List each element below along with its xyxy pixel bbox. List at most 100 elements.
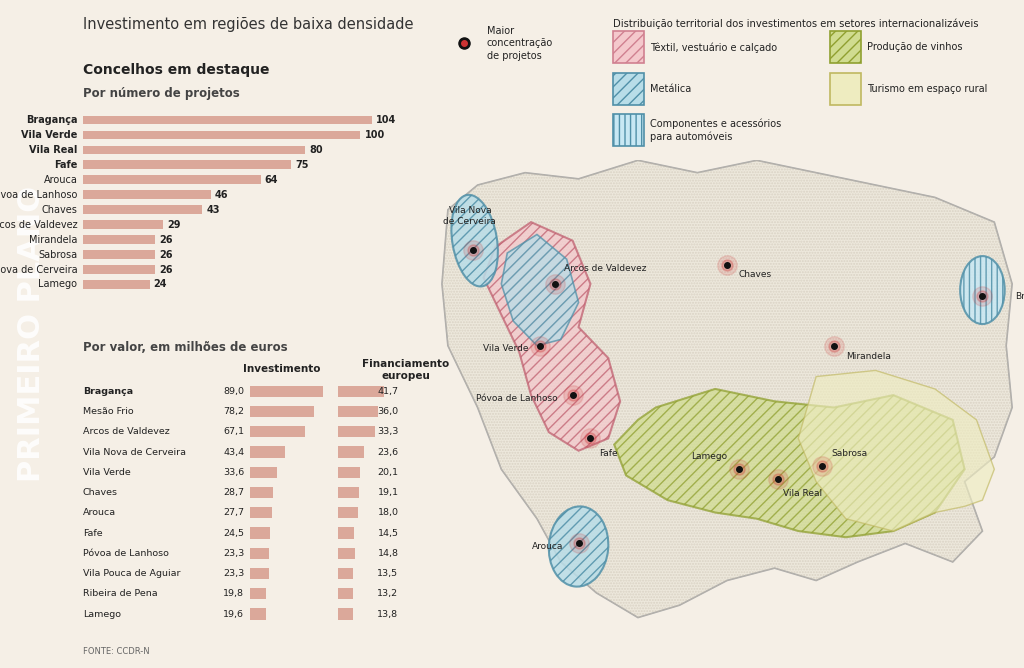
Ellipse shape bbox=[549, 506, 608, 587]
Polygon shape bbox=[483, 222, 621, 451]
Text: Vila Real: Vila Real bbox=[783, 490, 822, 498]
Text: 19,8: 19,8 bbox=[223, 589, 245, 599]
Bar bbox=[83, 281, 150, 289]
Text: Sabrosa: Sabrosa bbox=[831, 450, 867, 458]
Text: 26: 26 bbox=[160, 250, 173, 259]
Text: Lamego: Lamego bbox=[691, 452, 727, 462]
Text: Lamego: Lamego bbox=[83, 609, 121, 619]
Bar bbox=[83, 250, 155, 259]
Text: Vila Real: Vila Real bbox=[29, 145, 78, 154]
Text: Investimento em regiões de baixa densidade: Investimento em regiões de baixa densida… bbox=[83, 17, 414, 31]
Text: Arcos de Valdevez: Arcos de Valdevez bbox=[0, 220, 78, 230]
Text: Chaves: Chaves bbox=[83, 488, 118, 497]
Text: 23,3: 23,3 bbox=[223, 549, 245, 558]
Bar bbox=[612, 114, 644, 146]
Text: Mirandela: Mirandela bbox=[846, 352, 891, 361]
Text: Arouca: Arouca bbox=[532, 542, 563, 551]
Text: 13,2: 13,2 bbox=[378, 589, 398, 599]
Text: 75: 75 bbox=[295, 160, 308, 170]
Bar bbox=[250, 609, 265, 620]
Text: 33,3: 33,3 bbox=[377, 428, 398, 436]
Text: Distribuição territorial dos investimentos em setores internacionalizáveis: Distribuição territorial dos investiment… bbox=[612, 19, 978, 29]
Bar bbox=[338, 406, 378, 417]
Text: Componentes e acessórios
para automóveis: Componentes e acessórios para automóveis bbox=[650, 118, 781, 142]
Polygon shape bbox=[442, 160, 1012, 617]
Bar bbox=[338, 385, 384, 397]
Bar bbox=[83, 265, 155, 274]
Text: 104: 104 bbox=[376, 115, 396, 125]
Text: 14,8: 14,8 bbox=[378, 549, 398, 558]
Bar bbox=[338, 467, 360, 478]
Text: 13,5: 13,5 bbox=[378, 569, 398, 578]
Text: 64: 64 bbox=[264, 174, 279, 184]
Bar bbox=[250, 446, 286, 458]
Bar bbox=[338, 528, 354, 538]
Text: 78,2: 78,2 bbox=[223, 407, 245, 416]
Polygon shape bbox=[502, 234, 579, 346]
Bar bbox=[250, 406, 313, 417]
Polygon shape bbox=[799, 370, 994, 531]
Bar bbox=[83, 220, 164, 228]
Text: 24,5: 24,5 bbox=[223, 528, 245, 538]
Bar bbox=[250, 548, 268, 559]
Text: Vila Nova de Cerveira: Vila Nova de Cerveira bbox=[83, 448, 186, 456]
Bar bbox=[250, 426, 305, 438]
Text: 46: 46 bbox=[215, 190, 228, 200]
Ellipse shape bbox=[452, 195, 498, 287]
Bar bbox=[83, 130, 360, 139]
Text: 33,6: 33,6 bbox=[223, 468, 245, 477]
Text: Póvoa de Lanhoso: Póvoa de Lanhoso bbox=[83, 549, 169, 558]
Bar bbox=[338, 446, 365, 458]
Text: Fafe: Fafe bbox=[599, 450, 617, 458]
Text: Por valor, em milhões de euros: Por valor, em milhões de euros bbox=[83, 341, 288, 353]
Text: Vila Verde: Vila Verde bbox=[22, 130, 78, 140]
Bar bbox=[338, 507, 358, 518]
Bar bbox=[250, 507, 272, 518]
Bar bbox=[338, 426, 375, 438]
Text: Vila Nova de Cerveira: Vila Nova de Cerveira bbox=[0, 265, 78, 275]
Text: Mirandela: Mirandela bbox=[29, 234, 78, 244]
Text: Arouca: Arouca bbox=[43, 174, 78, 184]
Text: 26: 26 bbox=[160, 234, 173, 244]
Bar bbox=[338, 589, 352, 599]
Text: 28,7: 28,7 bbox=[223, 488, 245, 497]
Text: 43,4: 43,4 bbox=[223, 448, 245, 456]
Bar bbox=[83, 160, 291, 169]
Text: Arcos de Valdevez: Arcos de Valdevez bbox=[563, 264, 646, 273]
Text: Investimento: Investimento bbox=[243, 364, 321, 374]
Polygon shape bbox=[614, 389, 965, 537]
Bar bbox=[338, 487, 359, 498]
Bar bbox=[250, 487, 273, 498]
Text: Têxtil, vestuário e calçado: Têxtil, vestuário e calçado bbox=[650, 42, 777, 53]
Text: Chaves: Chaves bbox=[739, 270, 772, 279]
Text: 80: 80 bbox=[309, 145, 323, 154]
Text: Ribeira de Pena: Ribeira de Pena bbox=[83, 589, 158, 599]
Bar bbox=[250, 568, 268, 579]
Text: Póvoa de Lanhoso: Póvoa de Lanhoso bbox=[0, 190, 78, 200]
Text: 23,3: 23,3 bbox=[223, 569, 245, 578]
Bar bbox=[83, 206, 203, 214]
Text: 24: 24 bbox=[154, 279, 167, 289]
Text: Metálica: Metálica bbox=[650, 84, 691, 94]
Text: Fafe: Fafe bbox=[83, 528, 102, 538]
Text: Arouca: Arouca bbox=[83, 508, 116, 517]
Text: Sabrosa: Sabrosa bbox=[38, 250, 78, 259]
Text: Financiamento
europeu: Financiamento europeu bbox=[362, 359, 450, 381]
Bar bbox=[250, 467, 278, 478]
Bar bbox=[829, 73, 861, 105]
Text: 100: 100 bbox=[365, 130, 385, 140]
Text: 19,6: 19,6 bbox=[223, 609, 245, 619]
Ellipse shape bbox=[961, 256, 1005, 324]
Bar bbox=[338, 568, 353, 579]
Text: Por número de projetos: Por número de projetos bbox=[83, 87, 240, 100]
Text: 26: 26 bbox=[160, 265, 173, 275]
Text: Vila Pouca de Aguiar: Vila Pouca de Aguiar bbox=[83, 569, 180, 578]
Bar bbox=[338, 609, 353, 620]
Bar bbox=[83, 116, 372, 124]
Text: Arcos de Valdevez: Arcos de Valdevez bbox=[83, 428, 170, 436]
Text: 29: 29 bbox=[168, 220, 181, 230]
Bar bbox=[250, 528, 269, 538]
Bar bbox=[83, 235, 155, 244]
Text: 36,0: 36,0 bbox=[378, 407, 398, 416]
Bar bbox=[83, 176, 260, 184]
